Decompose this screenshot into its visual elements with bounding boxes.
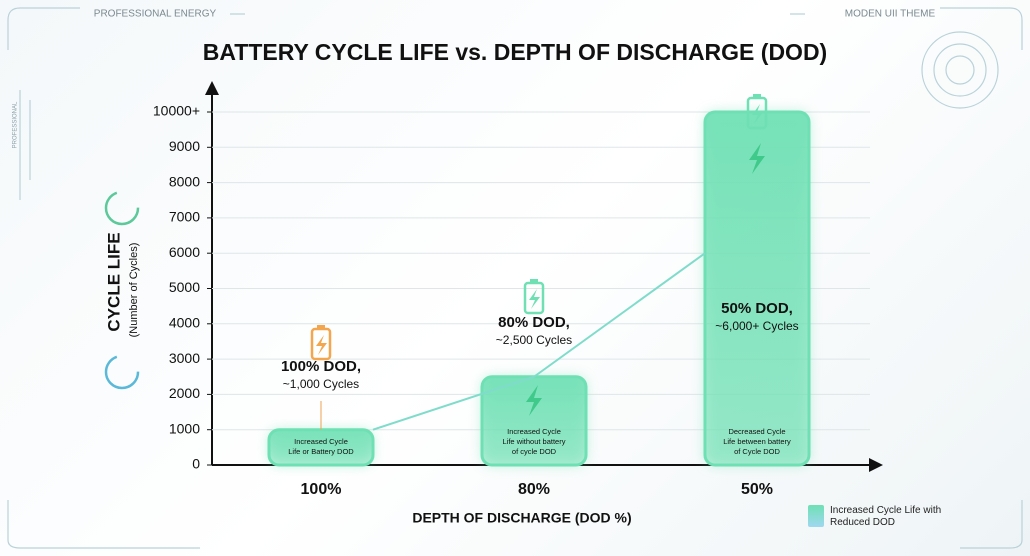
y-tick-label: 9000	[169, 138, 200, 154]
annotation-note: Life between battery	[723, 437, 791, 446]
annotation-title: 100% DOD,	[281, 358, 361, 375]
annotation-subtitle: ~1,000 Cycles	[283, 377, 359, 391]
x-tick-label: 80%	[518, 481, 550, 498]
y-tick-label: 6000	[169, 244, 200, 260]
annotation-title: 80% DOD,	[498, 314, 570, 331]
legend-swatch	[808, 505, 824, 527]
header-right: MODEN UII THEME	[845, 9, 936, 20]
frame-decoration	[7, 7, 1023, 549]
annotation-note: Increased Cycle	[507, 427, 561, 436]
bolt-icon	[752, 104, 763, 124]
annotation-note: Life without battery	[503, 437, 566, 446]
annotation-note: Decreased Cycle	[728, 427, 785, 436]
y-tick-label: 5000	[169, 279, 200, 295]
annotation-note: Increased Cycle	[294, 437, 348, 446]
bolt-icon	[749, 143, 765, 174]
bolt-icon	[316, 335, 327, 355]
side-label: PROFESSIONAL	[13, 101, 19, 148]
legend: Increased Cycle Life with Reduced DOD	[808, 505, 950, 529]
chart-title: BATTERY CYCLE LIFE vs. DEPTH OF DISCHARG…	[203, 39, 827, 65]
x-axis-title: DEPTH OF DISCHARGE (DOD %)	[412, 510, 631, 526]
trend-line	[372, 252, 706, 431]
y-tick-label: 10000+	[153, 103, 200, 119]
x-tick-label: 50%	[741, 481, 773, 498]
bolt-icon	[526, 385, 542, 416]
y-tick-label: 0	[192, 456, 200, 472]
annotation-title: 50% DOD,	[721, 300, 793, 317]
y-tick-label: 3000	[169, 350, 200, 366]
annotation-note: of cycle DOD	[512, 447, 557, 456]
bolt-icon	[529, 289, 540, 309]
annotation-subtitle: ~2,500 Cycles	[496, 333, 572, 347]
decor-icon	[104, 190, 140, 226]
y-tick-label: 2000	[169, 385, 200, 401]
legend-label: Increased Cycle Life with Reduced DOD	[830, 505, 942, 528]
header-left: PROFESSIONAL ENERGY	[94, 9, 217, 20]
annotation-note: Life or Battery DOD	[288, 447, 354, 456]
x-tick-label: 100%	[301, 481, 342, 498]
annotation-note: of Cycle DOD	[734, 447, 780, 456]
y-tick-label: 8000	[169, 173, 200, 189]
y-axis-subtitle: (Number of Cycles)	[128, 243, 140, 338]
y-tick-label: 7000	[169, 209, 200, 225]
annotation-subtitle: ~6,000+ Cycles	[715, 319, 798, 333]
battery-cap	[317, 325, 325, 329]
y-axis-title: CYCLE LIFE	[104, 232, 123, 331]
decor-icon	[104, 354, 140, 390]
battery-cap	[530, 279, 538, 283]
y-tick-label: 1000	[169, 420, 200, 436]
battery-cap	[753, 94, 761, 98]
y-tick-label: 4000	[169, 315, 200, 331]
